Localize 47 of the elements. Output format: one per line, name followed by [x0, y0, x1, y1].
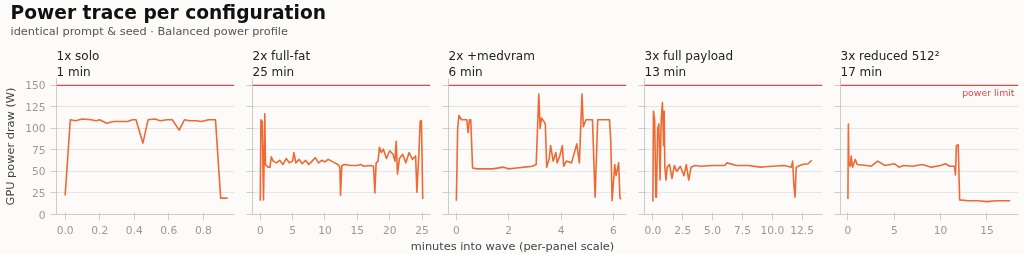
- chart-subtitle: 6 min: [448, 64, 483, 79]
- x-tick-label: 2: [505, 223, 513, 237]
- x-tick-label: 10.0: [760, 223, 785, 237]
- x-tick-label: 15: [350, 223, 365, 237]
- x-tick-label: 2.5: [674, 223, 692, 237]
- x-tick-label: 0: [844, 223, 852, 237]
- x-tick-label: 20: [382, 223, 397, 237]
- y-tick-label: 75: [31, 143, 46, 157]
- x-tick-label: 25: [415, 223, 429, 237]
- x-tick-label: 5.0: [704, 223, 722, 237]
- x-tick-label: 0.6: [160, 223, 178, 237]
- x-tick-label: 5: [289, 223, 297, 237]
- y-tick-label: 25: [31, 186, 46, 200]
- x-tick-label: 0: [256, 223, 264, 237]
- x-tick-label: 0.0: [644, 223, 662, 237]
- y-tick-label: 50: [31, 165, 46, 179]
- x-tick-label: 15: [980, 223, 994, 237]
- y-tick-label: 100: [25, 122, 46, 136]
- x-tick-label: 0.4: [125, 223, 143, 237]
- y-axis-title: GPU power draw (W): [3, 87, 18, 206]
- chart-subtitle: 13 min: [644, 64, 687, 79]
- x-tick-label: 4: [557, 223, 565, 237]
- chart-subtitle: 1 min: [56, 64, 91, 79]
- y-tick-label: 0: [38, 208, 46, 222]
- chart-subtitle: 25 min: [252, 64, 295, 79]
- y-tick-label: 150: [25, 79, 46, 93]
- text: Power trace per configuration: [10, 1, 327, 23]
- chart-title: 2x full-fat: [252, 48, 311, 63]
- x-tick-label: 10: [933, 223, 948, 237]
- x-tick-label: 0.2: [91, 223, 109, 237]
- x-tick-label: 0: [452, 223, 460, 237]
- chart-title: 2x +medvram: [448, 48, 535, 63]
- y-tick-label: 125: [25, 100, 46, 114]
- x-tick-label: 6: [610, 223, 618, 237]
- ref-line-label: power limit: [962, 87, 1015, 99]
- chart-title: 3x full payload: [644, 48, 734, 63]
- x-tick-label: 0.8: [194, 223, 213, 237]
- text: identical prompt & seed · Balanced power profile: [10, 23, 288, 38]
- x-axis-title: minutes into wave (per-panel scale): [410, 238, 615, 253]
- x-tick-label: 12.5: [790, 223, 815, 237]
- chart-subtitle: 17 min: [840, 64, 883, 79]
- x-tick-label: 5: [890, 223, 898, 237]
- chart-title: 3x reduced 512²: [840, 48, 940, 63]
- chart-title: 1x solo: [56, 48, 100, 63]
- x-tick-label: 10: [318, 223, 332, 237]
- x-tick-label: 0.0: [56, 223, 74, 237]
- x-tick-label: 7.5: [733, 223, 751, 237]
